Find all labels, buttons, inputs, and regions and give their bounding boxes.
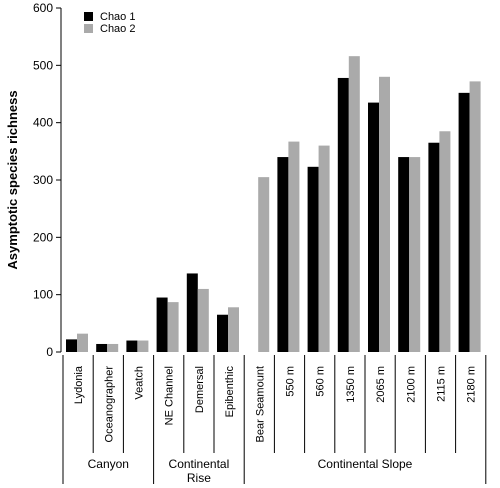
x-tick-label: 2180 m (466, 366, 478, 403)
x-tick-label: Epibenthic (224, 366, 236, 418)
y-tick-label: 600 (33, 1, 53, 15)
group-label: Canyon (88, 457, 129, 471)
legend-swatch (84, 24, 93, 33)
bar-chao2 (167, 302, 179, 352)
y-tick-label: 400 (33, 116, 53, 130)
bar-chao1 (96, 343, 108, 352)
bar-chao1 (428, 142, 440, 352)
bar-chao1 (217, 314, 228, 352)
bar-chao2 (409, 157, 421, 352)
x-tick-label: 2065 m (375, 366, 387, 403)
y-tick-label: 0 (46, 345, 53, 359)
group-label: Rise (187, 471, 211, 485)
bar-chao2 (258, 177, 270, 352)
bar-chao1 (368, 102, 379, 352)
x-tick-label: 550 m (285, 366, 297, 397)
group-label: Continental (169, 457, 230, 471)
y-tick-label: 200 (33, 230, 53, 244)
x-tick-label: 560 m (315, 366, 327, 397)
x-tick-label: Lydonia (73, 365, 85, 404)
x-tick-label: 2100 m (405, 366, 417, 403)
bar-chao1 (398, 157, 410, 352)
bar-chao2 (77, 333, 88, 352)
bar-chao1 (126, 340, 138, 352)
y-tick-label: 100 (33, 288, 53, 302)
bar-chao1 (277, 157, 289, 352)
bar-chao1 (66, 339, 77, 352)
bar-chao2 (379, 76, 390, 353)
bars (66, 56, 481, 353)
y-axis-label: Asymptotic species richness (5, 90, 20, 269)
bar-chao2 (288, 141, 300, 352)
legend-swatch (84, 12, 93, 21)
bar-chao2 (228, 307, 239, 352)
axes: 0 100 200 300 400 500 600 (33, 1, 62, 359)
legend-label: Chao 1 (100, 11, 135, 23)
x-tick-labels: Lydonia Oceanographer Veatch NE Channel Deme… (62, 355, 487, 484)
bar-chao1 (186, 273, 198, 352)
x-tick-label: NE Channel (164, 366, 176, 425)
bar-chao2 (348, 56, 360, 352)
x-tick-label: Demersal (194, 366, 206, 413)
x-tick-label: Bear Seamount (254, 366, 266, 442)
y-tick-label: 300 (33, 173, 53, 187)
bar-chao2 (137, 340, 149, 352)
y-tick-label: 500 (33, 58, 53, 72)
bar-chao1 (156, 297, 168, 352)
legend-label: Chao 2 (100, 23, 135, 35)
bar-chao2 (197, 288, 209, 352)
x-tick-label: 2115 m (436, 366, 448, 402)
bar-chao2 (439, 131, 451, 352)
bar-chao1 (307, 166, 319, 352)
bar-chao2 (107, 343, 119, 352)
x-tick-label: Oceanographer (103, 366, 115, 443)
x-tick-label: 1350 m (345, 366, 357, 403)
bar-chao2 (318, 145, 330, 352)
x-tick-label: Veatch (134, 366, 146, 400)
bar-chao1 (458, 92, 470, 352)
bar-chao1 (337, 77, 349, 353)
group-label: Continental Slope (318, 457, 413, 471)
bar-chao2 (469, 81, 481, 353)
